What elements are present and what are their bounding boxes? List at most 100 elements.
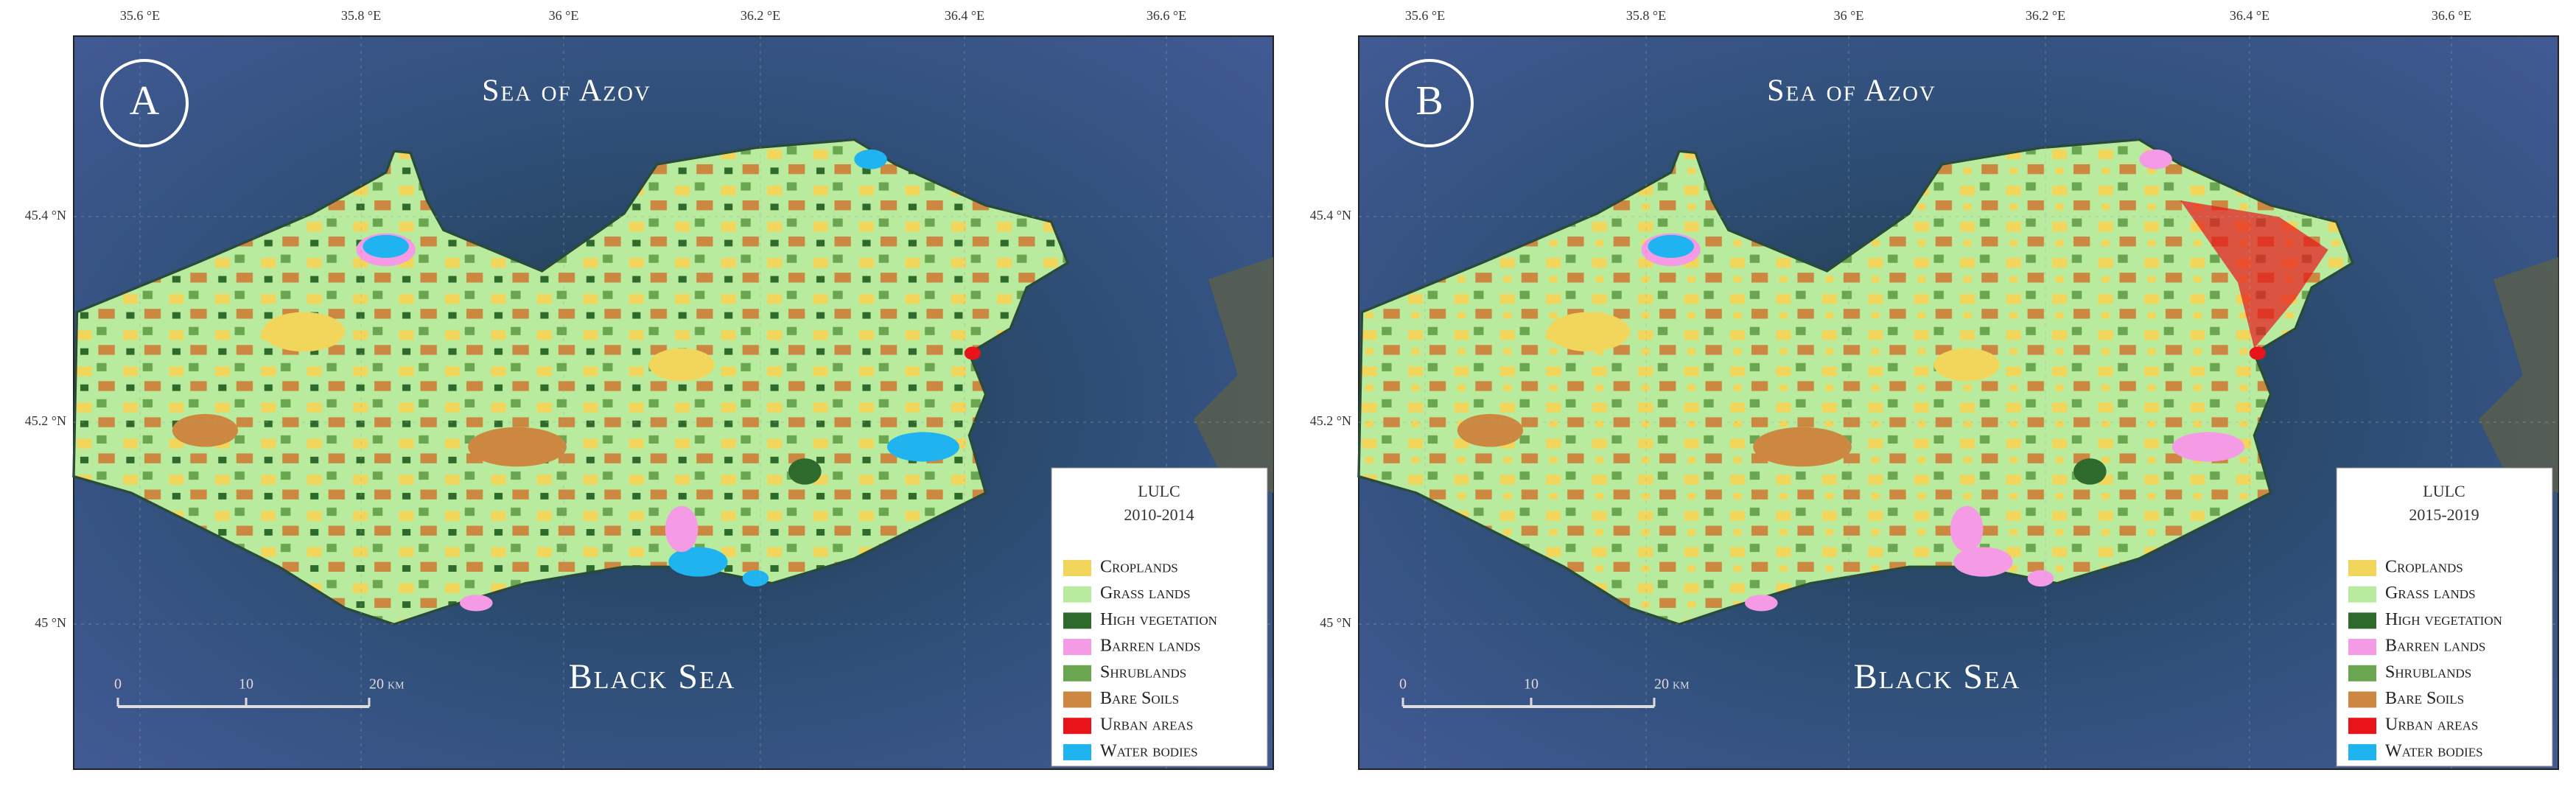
legend-period: 2015-2019 [2409, 505, 2479, 524]
lon-tick-label: 35.8 °E [341, 8, 381, 23]
lat-tick-label: 45 °N [35, 615, 66, 630]
scale-label: 20 km [1654, 676, 1690, 693]
legend-swatch [1063, 743, 1091, 760]
land-cover [72, 138, 1070, 626]
scale-label: 20 km [369, 676, 405, 693]
scale-label: 0 [1399, 676, 1407, 693]
land-patch [648, 348, 715, 382]
land-patch [2027, 570, 2054, 587]
legend-title: LULC [1138, 482, 1180, 500]
panel-label: B [1415, 78, 1443, 124]
legend-swatch [2348, 586, 2376, 603]
lon-tick-label: 36.2 °E [2026, 8, 2065, 23]
legend-swatch [1063, 560, 1091, 576]
land-patch [1547, 312, 1630, 352]
legend-label: Urban areas [2385, 715, 2478, 735]
land-patch [886, 432, 959, 462]
scale-label: 0 [114, 676, 122, 693]
land-patch [172, 413, 238, 447]
lon-tick-label: 36.2 °E [741, 8, 780, 23]
kerch-land [2479, 257, 2558, 493]
map-panel: 35.6 °E 35.8 °E 36 °E 36.2 °E 36.4 °E 36.6 °E… [25, 8, 1274, 770]
legend-swatch [1063, 691, 1091, 708]
land-patch [1950, 505, 1984, 553]
land-patch [788, 458, 822, 485]
scale-label: 10 [1524, 676, 1539, 693]
legend-label: Bare Soils [1100, 689, 1179, 708]
legend-label: Grass lands [1100, 584, 1191, 603]
lat-tick-label: 45.4 °N [1310, 208, 1351, 223]
land-patch [2073, 458, 2107, 485]
land-patch [2249, 346, 2266, 360]
legend-swatch [2348, 612, 2376, 629]
scale-label: 10 [239, 676, 253, 693]
land-patch [1953, 547, 2013, 577]
lon-tick-label: 36.6 °E [1147, 8, 1186, 23]
legend-label: Croplands [2385, 558, 2463, 577]
legend-title: LULC [2423, 482, 2465, 500]
legend-label: High vegetation [1100, 610, 1217, 629]
lon-tick-label: 35.8 °E [1626, 8, 1666, 23]
lon-tick-label: 36 °E [1834, 8, 1864, 23]
legend-swatch [2348, 691, 2376, 708]
land-patch [262, 312, 345, 352]
land-cover [1357, 138, 2355, 626]
land-patch [668, 547, 728, 577]
land-patch [2171, 432, 2244, 462]
kerch-land [1194, 257, 1273, 493]
land-patch [460, 595, 493, 612]
land-patch [1753, 427, 1852, 467]
land-patch [1648, 234, 1694, 259]
land-patch [854, 149, 887, 169]
legend-swatch [2348, 560, 2376, 576]
land-patch [2139, 149, 2172, 169]
legend-period: 2010-2014 [1124, 505, 1194, 524]
legend-label: Grass lands [2385, 584, 2476, 603]
lat-tick-label: 45.4 °N [25, 208, 66, 223]
lon-tick-label: 36.4 °E [2230, 8, 2269, 23]
land-patch [468, 427, 567, 467]
lon-tick-label: 36 °E [549, 8, 579, 23]
lon-tick-label: 36.6 °E [2432, 8, 2471, 23]
legend-label: Barren lands [1100, 637, 1200, 656]
sea-label: Black Sea [1854, 657, 2021, 696]
legend-label: Water bodies [1100, 741, 1198, 760]
legend-swatch [1063, 586, 1091, 603]
panel-label: A [130, 78, 160, 124]
panel-label-circle [1385, 59, 1474, 147]
map-panel: 35.6 °E 35.8 °E 36 °E 36.2 °E 36.4 °E 36.6 °E… [1310, 8, 2559, 770]
legend-label: Barren lands [2385, 637, 2485, 656]
lat-tick-label: 45 °N [1320, 615, 1351, 630]
legend-label: Bare Soils [2385, 689, 2464, 708]
legend-swatch [2348, 639, 2376, 656]
lon-tick-label: 36.4 °E [945, 8, 984, 23]
land-patch [1745, 595, 1778, 612]
lat-tick-label: 45.2 °N [1310, 413, 1351, 428]
urban-patch [2180, 200, 2328, 349]
land-patch [665, 505, 699, 553]
panel-label-circle [100, 59, 189, 147]
legend-swatch [2348, 743, 2376, 760]
peninsula [72, 138, 1070, 626]
legend-swatch [1063, 718, 1091, 735]
legend-label: High vegetation [2385, 610, 2502, 629]
lon-tick-label: 35.6 °E [120, 8, 160, 23]
land-patch [1933, 348, 2000, 382]
sea-label: Black Sea [569, 657, 736, 696]
land-patch [964, 346, 981, 360]
lat-tick-label: 45.2 °N [25, 413, 66, 428]
land-patch [1457, 413, 1523, 447]
legend-label: Croplands [1100, 558, 1178, 577]
legend-label: Shrublands [1100, 662, 1186, 682]
peninsula [1357, 138, 2355, 626]
legend-label: Shrublands [2385, 662, 2471, 682]
legend-swatch [1063, 612, 1091, 629]
legend-label: Urban areas [1100, 715, 1193, 735]
legend-label: Water bodies [2385, 741, 2483, 760]
legend-swatch [2348, 718, 2376, 735]
land-patch [363, 234, 409, 259]
legend-swatch [1063, 639, 1091, 656]
legend-swatch [1063, 665, 1091, 682]
land-patch [742, 570, 769, 587]
